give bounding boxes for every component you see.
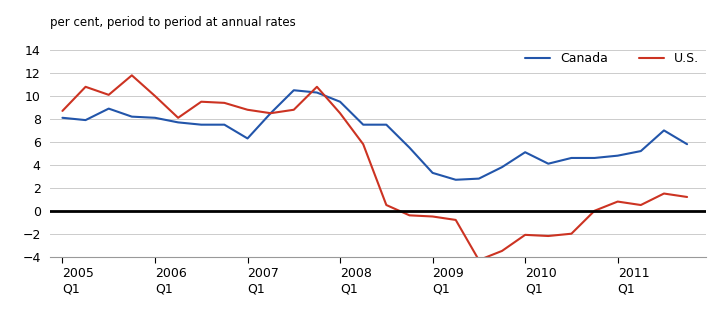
U.S. (127, 74, 136, 77)
U.S. (636, 203, 645, 207)
Canada (613, 154, 622, 157)
U.S. (498, 249, 506, 253)
U.S. (197, 100, 206, 104)
U.S. (660, 192, 668, 195)
Canada (544, 162, 552, 166)
Canada (590, 156, 599, 160)
U.S. (58, 109, 67, 113)
U.S. (220, 101, 229, 105)
Canada (127, 115, 136, 119)
Canada (683, 142, 691, 146)
Canada (104, 107, 113, 110)
Line: U.S.: U.S. (63, 75, 687, 260)
U.S. (312, 85, 321, 89)
Canada (150, 116, 159, 120)
Canada (521, 150, 529, 154)
U.S. (567, 232, 576, 236)
U.S. (382, 203, 391, 207)
U.S. (174, 116, 182, 120)
Canada (382, 123, 391, 126)
U.S. (104, 93, 113, 97)
U.S. (474, 258, 483, 262)
Canada (220, 123, 229, 126)
Canada (660, 129, 668, 132)
Legend: Canada, U.S.: Canada, U.S. (525, 52, 699, 65)
Canada (474, 177, 483, 181)
U.S. (683, 195, 691, 199)
Canada (498, 165, 506, 169)
Canada (567, 156, 576, 160)
Canada (359, 123, 367, 126)
Canada (312, 91, 321, 95)
Canada (428, 171, 437, 175)
U.S. (544, 234, 552, 238)
Line: Canada: Canada (63, 90, 687, 180)
U.S. (451, 218, 460, 222)
Canada (336, 100, 344, 104)
Canada (289, 88, 298, 92)
Canada (266, 111, 275, 115)
U.S. (590, 209, 599, 213)
U.S. (289, 108, 298, 112)
Canada (405, 146, 414, 150)
Canada (243, 136, 252, 140)
Canada (636, 149, 645, 153)
U.S. (428, 215, 437, 218)
U.S. (521, 233, 529, 237)
Canada (197, 123, 206, 126)
U.S. (266, 111, 275, 115)
U.S. (336, 111, 344, 115)
Text: per cent, period to period at annual rates: per cent, period to period at annual rat… (50, 16, 296, 29)
U.S. (405, 213, 414, 217)
U.S. (150, 94, 159, 98)
U.S. (359, 142, 367, 146)
Canada (81, 118, 90, 122)
U.S. (81, 85, 90, 89)
U.S. (243, 108, 252, 112)
U.S. (613, 200, 622, 203)
Canada (58, 116, 67, 120)
Canada (451, 178, 460, 182)
Canada (174, 121, 182, 124)
